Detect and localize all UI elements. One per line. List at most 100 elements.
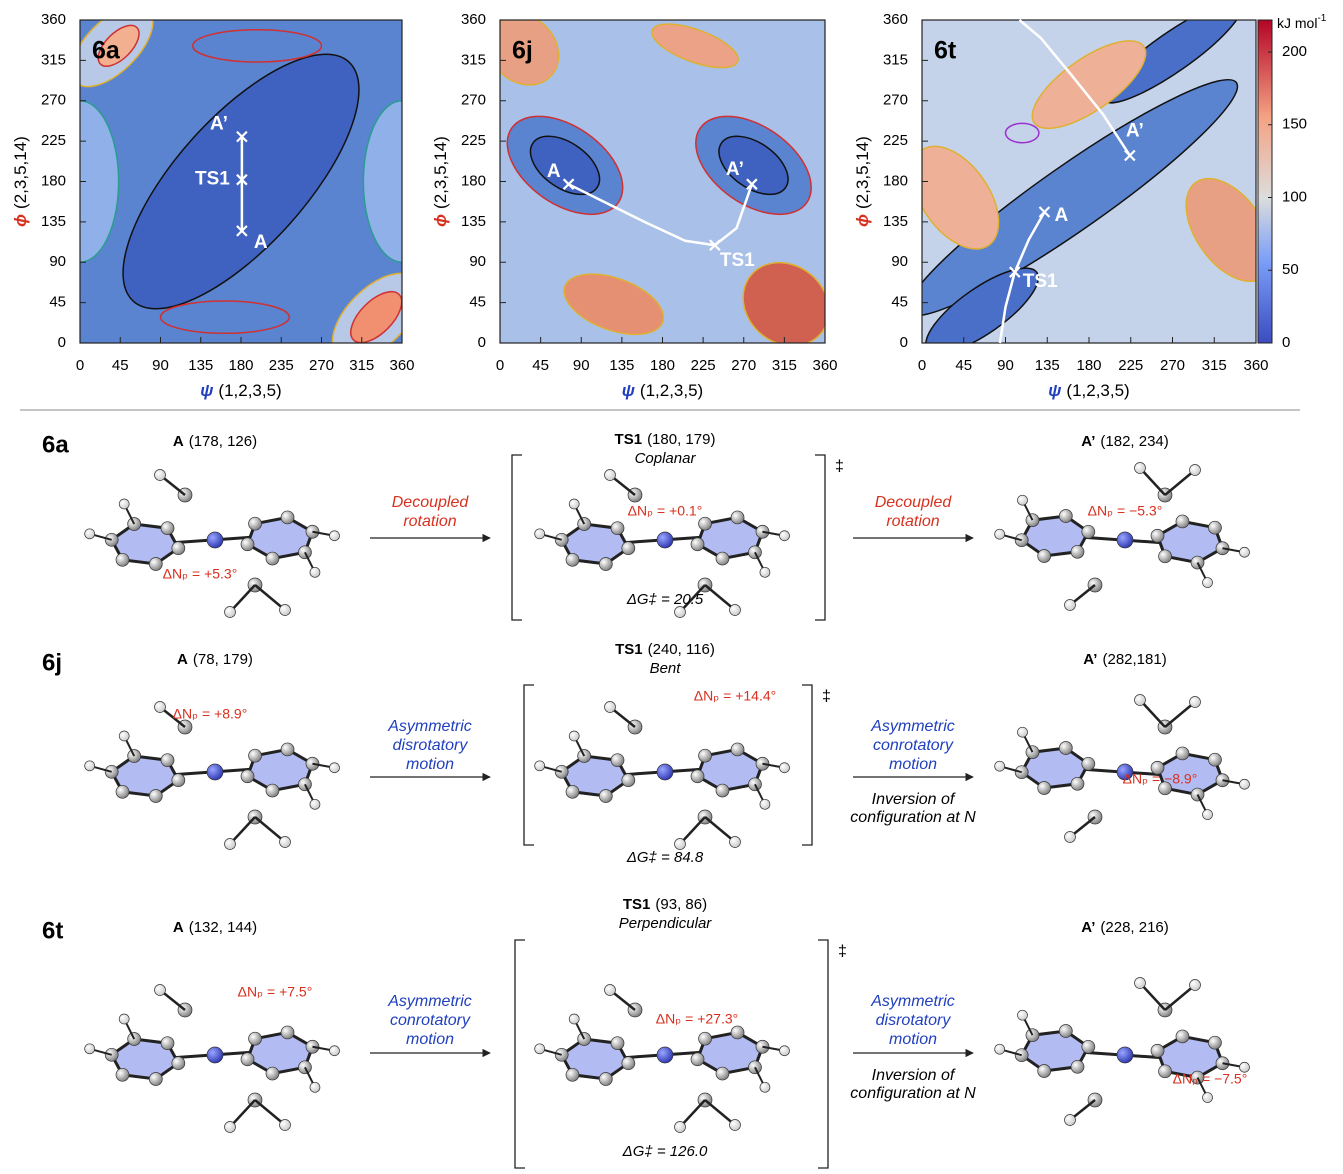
- bond: [229, 1099, 256, 1128]
- ts-geometry: Coplanar: [635, 450, 697, 467]
- arrow-label: conrotatory: [873, 737, 954, 754]
- point-label: A: [254, 232, 268, 253]
- arrow-label: Decoupled: [392, 494, 470, 511]
- atom: [1150, 528, 1165, 543]
- x-axis-label: ψ (1,2,3,5): [1048, 381, 1129, 400]
- atom: [715, 783, 730, 798]
- x-tick-label: 45: [112, 357, 129, 374]
- state-label: A’ (282,181): [1083, 651, 1166, 668]
- x-tick-label: 135: [609, 357, 634, 374]
- contour: [97, 24, 140, 67]
- y-tick-label: 225: [461, 132, 486, 149]
- atom: [610, 521, 625, 536]
- x-tick-label: 90: [997, 357, 1014, 374]
- atom: [118, 1013, 130, 1025]
- atom: [656, 531, 674, 549]
- atom: [84, 1043, 96, 1055]
- panel-label: 6j: [512, 37, 533, 65]
- atom: [994, 760, 1006, 772]
- y-tick-label: 45: [469, 294, 486, 311]
- atom: [1064, 599, 1076, 611]
- atom: [1037, 1064, 1052, 1078]
- n-pyramidalization: ΔNₚ = +8.9°: [173, 706, 248, 722]
- arrow-label: motion: [889, 756, 937, 773]
- point-label: TS1: [195, 169, 230, 190]
- atom: [565, 784, 580, 799]
- arrow-note: configuration at N: [850, 1085, 976, 1102]
- y-tick-label: 180: [41, 172, 66, 189]
- atom: [115, 552, 130, 567]
- state-coords: (178, 126): [189, 433, 257, 450]
- x-tick-label: 180: [650, 357, 675, 374]
- y-tick-label: 225: [883, 132, 908, 149]
- state-coords: (78, 179): [193, 651, 253, 668]
- contour: [350, 290, 402, 343]
- y-tick-label: 225: [41, 132, 66, 149]
- bond: [229, 816, 256, 845]
- row-label: 6j: [42, 649, 62, 676]
- arrow-label: conrotatory: [390, 1012, 471, 1029]
- atom: [240, 769, 255, 784]
- ts-mark: ‡: [838, 943, 847, 960]
- arrow-note: Inversion of: [872, 791, 956, 808]
- atom: [206, 763, 224, 781]
- ts-geometry: Perpendicular: [619, 915, 713, 932]
- arrow-label: motion: [406, 756, 454, 773]
- atom: [329, 762, 340, 774]
- atom: [715, 1066, 730, 1081]
- atom: [690, 1052, 705, 1067]
- x-axis-label: ψ (1,2,3,5): [200, 381, 281, 400]
- ts-mark: ‡: [822, 688, 831, 705]
- atom: [171, 1056, 186, 1071]
- bracket: [802, 684, 813, 846]
- bond: [254, 1099, 286, 1126]
- atom: [280, 742, 295, 757]
- y-axis-label: ϕ (2,3,5,14): [11, 136, 30, 227]
- atom: [759, 798, 771, 810]
- row-label: 6t: [42, 917, 63, 944]
- x-tick-label: 180: [1076, 357, 1101, 374]
- state-label: A (178, 126): [173, 433, 257, 450]
- arrow-label: motion: [889, 1031, 937, 1048]
- atom: [1081, 756, 1096, 771]
- contour: [563, 273, 665, 336]
- bracket: [514, 939, 525, 1169]
- unit-exponent: -1: [1317, 13, 1326, 24]
- atom: [1175, 1029, 1190, 1044]
- atom: [759, 566, 771, 578]
- x-tick-label: 135: [188, 357, 213, 374]
- atom: [604, 701, 616, 713]
- atom: [698, 1031, 712, 1046]
- contour: [159, 300, 291, 335]
- atom: [84, 760, 96, 772]
- bond: [679, 816, 706, 845]
- state-coords: (240, 116): [648, 641, 715, 658]
- y-tick-label: 135: [41, 213, 66, 230]
- n-pyramidalization: ΔNₚ = +0.1°: [628, 503, 703, 519]
- y-tick-label: 180: [883, 172, 908, 189]
- state-label: A’ (228, 216): [1081, 919, 1169, 936]
- bond: [254, 584, 286, 611]
- bond: [1139, 982, 1166, 1011]
- atom: [1017, 494, 1028, 506]
- atom: [248, 1031, 262, 1046]
- atom: [309, 1081, 321, 1093]
- atom: [1202, 1092, 1213, 1103]
- atom: [1134, 977, 1146, 989]
- contour: [80, 100, 120, 263]
- ts-geometry: Bent: [650, 660, 682, 677]
- atom: [154, 984, 166, 996]
- atom: [674, 1121, 686, 1133]
- atom: [621, 773, 636, 788]
- x-tick-label: 270: [731, 357, 756, 374]
- point-label: TS1: [720, 250, 755, 271]
- atom: [568, 1013, 580, 1025]
- bond: [1139, 467, 1166, 496]
- x-tick-label: 270: [309, 357, 334, 374]
- y-label: (2,3,5,14): [431, 136, 450, 209]
- atom: [698, 748, 712, 763]
- arrow-label: Asymmetric: [387, 718, 472, 735]
- atom: [1064, 1114, 1076, 1126]
- atom: [759, 1081, 771, 1093]
- state-label: TS1 (93, 86): [623, 896, 707, 913]
